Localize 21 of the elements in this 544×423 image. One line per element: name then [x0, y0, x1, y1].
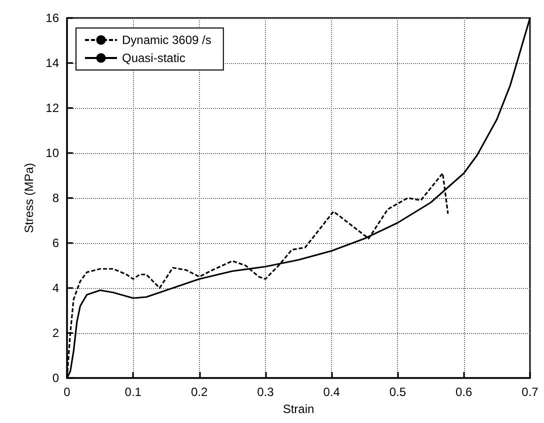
x-tick-label: 0.2 — [190, 385, 208, 399]
x-tick-label: 0.1 — [124, 385, 142, 399]
y-tick-label: 12 — [46, 101, 60, 115]
y-tick-label: 16 — [46, 11, 60, 25]
y-tick-label: 10 — [46, 146, 60, 160]
x-tick-label: 0.6 — [456, 385, 473, 399]
y-tick-label: 2 — [52, 326, 60, 340]
y-tick-label: 0 — [52, 371, 60, 385]
y-tick-label: 6 — [52, 236, 60, 250]
x-tick-label: 0.3 — [257, 385, 274, 399]
x-tick-label: 0.4 — [323, 385, 340, 399]
y-tick-label: 8 — [52, 191, 60, 205]
x-tick-label: 0 — [64, 385, 71, 399]
legend-label: Quasi-static — [122, 51, 186, 65]
y-tick-label: 14 — [46, 56, 60, 70]
x-tick-label: 0.7 — [522, 385, 539, 399]
legend-label: Dynamic 3609 /s — [122, 33, 212, 47]
x-tick-label: 0.5 — [389, 385, 406, 399]
y-tick-label: 4 — [52, 281, 60, 295]
y-axis-title: Stress (MPa) — [22, 162, 36, 234]
x-axis-title: Strain — [282, 402, 314, 416]
